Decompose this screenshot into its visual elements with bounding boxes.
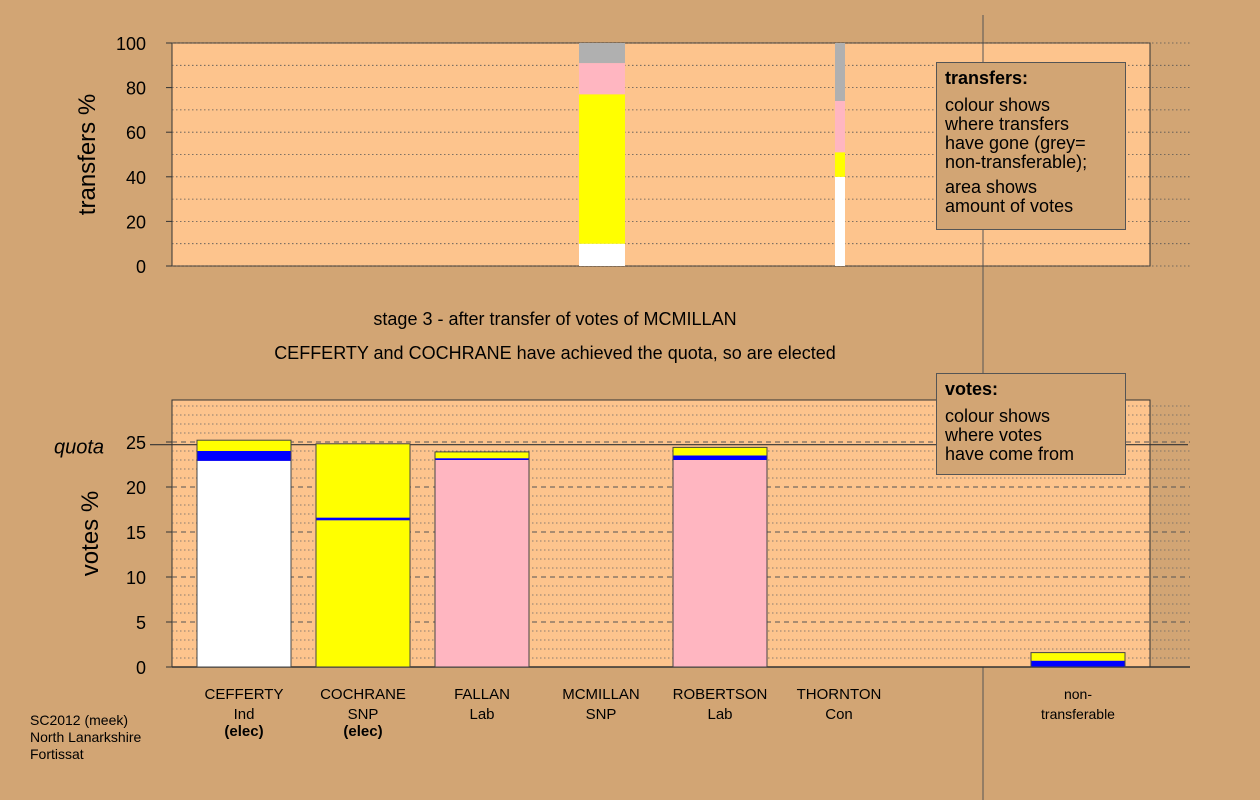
transfers-bar-segment — [579, 243, 625, 266]
candidate-name-label: non- — [1064, 686, 1092, 702]
transfers-y-tick-label: 20 — [126, 212, 146, 232]
transfers-legend-line: non-transferable); — [945, 152, 1088, 172]
candidate-party-label: transferable — [1041, 706, 1115, 722]
votes-bar-segment — [316, 443, 410, 518]
votes-bar-segment — [197, 451, 291, 461]
votes-bar-segment — [435, 460, 529, 667]
candidate-party-label: Con — [825, 706, 853, 723]
votes-bar-segment — [673, 460, 767, 667]
votes-y-tick-label: 20 — [126, 478, 146, 498]
candidate-name-label: MCMILLAN — [562, 686, 640, 703]
votes-legend-line: have come from — [945, 444, 1075, 464]
transfers-legend-line: have gone (grey= — [945, 133, 1086, 153]
transfers-bar-segment — [835, 100, 845, 153]
transfers-y-axis-label: transfers % — [74, 94, 101, 215]
votes-bar-segment — [673, 447, 767, 456]
candidate-name-label: COCHRANE — [320, 686, 406, 703]
votes-bar-outline — [434, 451, 530, 668]
candidate-party-label: SNP — [586, 706, 617, 723]
transfers-y-tick-label: 60 — [126, 123, 146, 143]
candidate-party-label: Lab — [707, 706, 732, 723]
votes-bar-outline — [1030, 652, 1126, 668]
transfers-legend-line: where transfers — [945, 114, 1070, 134]
votes-bar-segment — [316, 517, 410, 521]
votes-bar-outline — [196, 439, 292, 668]
votes-y-axis-label: votes % — [77, 491, 104, 576]
votes-y-tick-label: 25 — [126, 433, 146, 453]
candidate-party-label: Ind — [234, 706, 255, 723]
transfers-bar-segment — [835, 152, 845, 177]
votes-legend-title: votes: — [945, 379, 999, 399]
votes-bar-outline — [315, 443, 411, 668]
candidate-elected-label: (elec) — [343, 723, 382, 740]
votes-bar-segment — [1031, 652, 1125, 661]
transfers-legend-line: area shows — [945, 177, 1038, 197]
transfers-legend-title: transfers: — [945, 68, 1029, 88]
votes-bar-segment — [435, 458, 529, 460]
quota-label: quota — [54, 437, 104, 459]
votes-bar-segment — [197, 460, 291, 667]
votes-y-tick-label: 5 — [136, 613, 146, 633]
candidate-name-label: FALLAN — [454, 686, 510, 703]
candidate-name-label: THORNTON — [797, 686, 882, 703]
transfers-legend-line: colour shows — [945, 95, 1051, 115]
candidate-party-label: SNP — [348, 706, 379, 723]
votes-bar-segment — [435, 451, 529, 459]
transfers-legend-line: amount of votes — [945, 196, 1074, 216]
footer-line: North Lanarkshire — [30, 729, 142, 745]
transfers-bar-segment — [835, 43, 845, 101]
votes-bar-segment — [316, 520, 410, 667]
transfers-bar-segment — [835, 176, 845, 266]
transfers-bar-segment — [579, 94, 625, 244]
votes-legend-line: colour shows — [945, 406, 1051, 426]
elected-caption: CEFFERTY and COCHRANE have achieved the … — [274, 343, 836, 363]
votes-legend-line: where votes — [945, 425, 1043, 445]
transfers-bar-segment — [579, 63, 625, 95]
votes-y-tick-label: 0 — [136, 658, 146, 678]
candidate-elected-label: (elec) — [224, 723, 263, 740]
votes-bar-outline — [672, 446, 768, 668]
votes-bar-segment — [197, 440, 291, 451]
transfers-legend: transfers: colour shows where transfers … — [936, 62, 1126, 230]
footer: SC2012 (meek) North Lanarkshire Fortissa… — [30, 712, 141, 763]
votes-bar-segment — [673, 455, 767, 460]
candidate-party-label: Lab — [469, 706, 494, 723]
votes-bar-segment — [1031, 660, 1125, 667]
footer-line: Fortissat — [30, 746, 84, 762]
candidate-name-label: CEFFERTY — [205, 686, 284, 703]
votes-y-tick-label: 15 — [126, 523, 146, 543]
transfers-bar-segment — [579, 43, 625, 64]
stage-caption: stage 3 - after transfer of votes of MCM… — [373, 309, 737, 329]
transfers-y-tick-label: 0 — [136, 257, 146, 277]
votes-legend: votes: colour shows where votes have com… — [936, 373, 1126, 475]
transfers-y-tick-label: 80 — [126, 79, 146, 99]
votes-y-tick-label: 10 — [126, 568, 146, 588]
footer-line: SC2012 (meek) — [30, 712, 129, 728]
transfers-y-tick-label: 40 — [126, 168, 146, 188]
candidate-name-label: ROBERTSON — [673, 686, 768, 703]
transfers-y-tick-label: 100 — [116, 34, 146, 54]
